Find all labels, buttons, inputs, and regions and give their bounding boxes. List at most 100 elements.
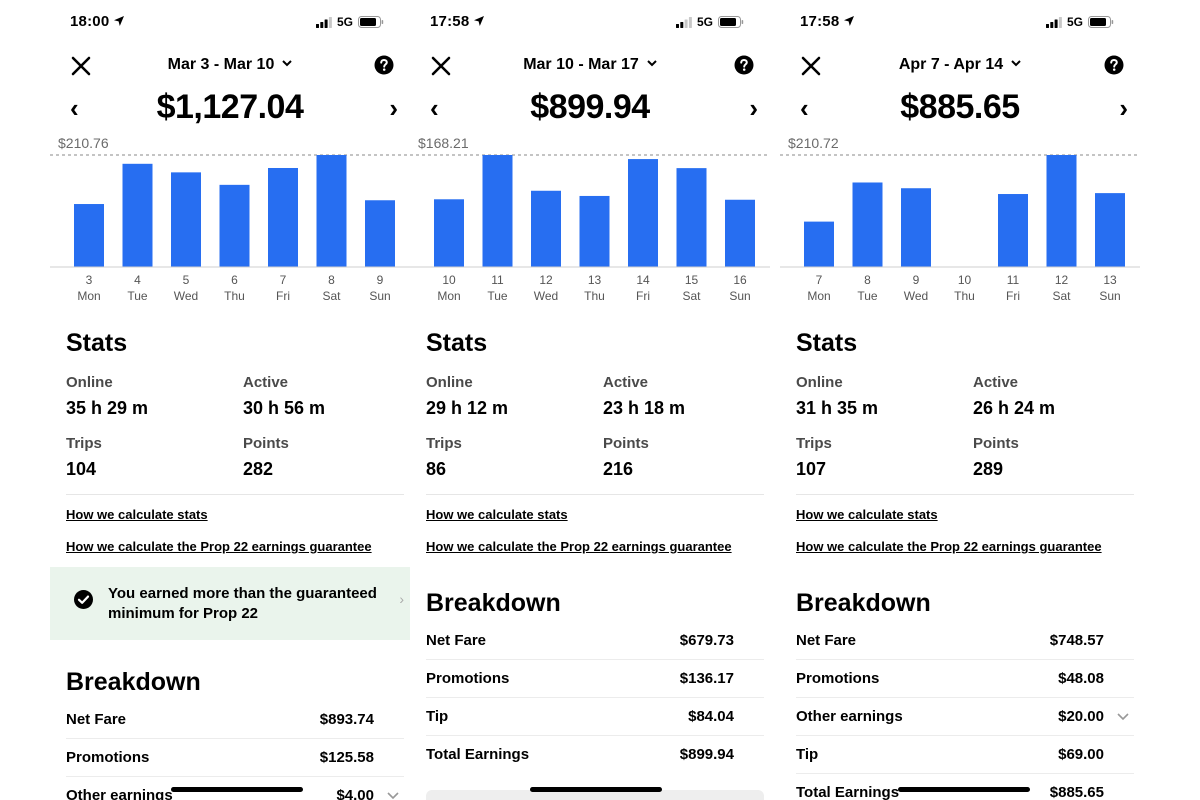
chart-bar	[268, 167, 298, 267]
how-we-calculate-stats-link[interactable]: How we calculate stats	[796, 507, 938, 522]
chart-bar	[531, 190, 561, 267]
stats-title: Stats	[426, 329, 488, 357]
x-tick-day: 12	[1055, 273, 1069, 287]
home-indicator[interactable]	[171, 787, 303, 792]
chevron-down-icon	[282, 60, 293, 67]
stat-label: Online	[66, 374, 113, 391]
earnings-screen-1: 18:00 5G Mar 3 - Mar 10 ‹ $1,127.04 › $2…	[50, 0, 410, 800]
breakdown-row: Net Fare $748.57	[796, 622, 1134, 660]
chart-bar	[998, 194, 1028, 267]
next-week-button[interactable]: ›	[389, 93, 398, 123]
x-tick-day: 14	[636, 273, 650, 287]
stat-value: 31 h 35 m	[796, 398, 879, 418]
stat-value: 29 h 12 m	[426, 398, 509, 418]
x-tick-weekday: Fri	[636, 289, 650, 303]
x-tick-weekday: Thu	[224, 289, 245, 303]
bottom-button-edge[interactable]	[426, 790, 764, 800]
x-tick-weekday: Sun	[729, 289, 750, 303]
chart-bar	[1046, 155, 1077, 267]
breakdown-row-expandable[interactable]: Other earnings $20.00	[796, 698, 1134, 736]
chart-bar	[804, 221, 834, 267]
chart-bar	[365, 200, 395, 267]
chart-bar	[579, 195, 610, 267]
x-tick-weekday: Thu	[584, 289, 605, 303]
prop22-guarantee-link[interactable]: How we calculate the Prop 22 earnings gu…	[426, 539, 732, 554]
help-icon[interactable]	[734, 55, 754, 75]
breakdown-label: Other earnings	[66, 787, 173, 800]
stat-active: Active 26 h 24 m	[973, 374, 1133, 419]
chevron-right-icon: ›	[399, 591, 404, 607]
help-icon[interactable]	[374, 55, 394, 75]
date-range-selector[interactable]: Apr 7 - Apr 14	[780, 56, 1140, 74]
x-tick-weekday: Sat	[1052, 289, 1071, 303]
how-we-calculate-stats-link[interactable]: How we calculate stats	[66, 507, 208, 522]
chart-max-label: $168.21	[418, 135, 469, 151]
breakdown-row: Net Fare $679.73	[426, 622, 764, 660]
status-bar-time: 18:00	[70, 13, 125, 30]
location-arrow-icon	[844, 16, 855, 26]
stat-label: Points	[603, 435, 649, 452]
stat-points: Points 282	[243, 435, 403, 480]
date-range-selector[interactable]: Mar 10 - Mar 17	[410, 56, 770, 74]
network-type: 5G	[336, 15, 353, 29]
prop22-banner[interactable]: You earned more than the guaranteed mini…	[50, 567, 410, 640]
home-indicator[interactable]	[530, 787, 662, 792]
date-range-selector[interactable]: Mar 3 - Mar 10	[50, 56, 410, 74]
breakdown-label: Tip	[796, 746, 819, 763]
next-week-button[interactable]: ›	[749, 93, 758, 123]
breakdown-label: Other earnings	[796, 708, 903, 725]
breakdown-label: Promotions	[796, 670, 880, 687]
close-icon[interactable]	[70, 55, 92, 77]
divider	[66, 494, 404, 495]
prop22-guarantee-link[interactable]: How we calculate the Prop 22 earnings gu…	[796, 539, 1102, 554]
stat-value: 23 h 18 m	[603, 398, 686, 418]
chart-max-label: $210.76	[58, 135, 109, 151]
location-arrow-icon	[474, 16, 485, 26]
signal-icon	[675, 16, 692, 28]
previous-week-button[interactable]: ‹	[430, 93, 439, 123]
stat-value: 30 h 56 m	[243, 398, 326, 418]
breakdown-value: $125.58	[319, 749, 374, 766]
signal-icon	[315, 16, 332, 28]
next-week-button[interactable]: ›	[1119, 93, 1128, 123]
breakdown-value: $885.65	[1049, 784, 1104, 800]
location-arrow-icon	[114, 16, 125, 26]
x-tick-weekday: Wed	[174, 289, 198, 303]
previous-week-button[interactable]: ‹	[800, 93, 809, 123]
breakdown-row-expandable[interactable]: Other earnings $4.00	[66, 777, 404, 800]
x-tick-weekday: Wed	[904, 289, 928, 303]
checkmark-circle-icon	[74, 590, 93, 609]
close-icon[interactable]	[430, 55, 452, 77]
chart-bar	[219, 184, 250, 267]
chevron-down-icon	[387, 791, 399, 799]
network-type: 5G	[1066, 15, 1083, 29]
stat-value: 107	[796, 459, 827, 479]
home-indicator[interactable]	[898, 787, 1030, 792]
x-tick-weekday: Fri	[1006, 289, 1020, 303]
battery-icon	[1088, 16, 1114, 28]
stat-trips: Trips 107	[796, 435, 973, 480]
x-tick-weekday: Sat	[682, 289, 701, 303]
breakdown-row: Promotions $48.08	[796, 660, 1134, 698]
breakdown-value: $48.08	[1058, 670, 1104, 687]
help-icon[interactable]	[1104, 55, 1124, 75]
chart-bar	[316, 155, 347, 267]
breakdown-row: Tip $84.04	[426, 698, 764, 736]
divider	[426, 494, 764, 495]
stat-value: 289	[973, 459, 1004, 479]
x-tick-weekday: Tue	[127, 289, 148, 303]
earnings-bar-chart: $210.76 3 Mon 4 Tue 5 Wed 6 Thu 7 Fri 8 Sat 9 Sun	[50, 135, 410, 303]
stat-active: Active 23 h 18 m	[603, 374, 763, 419]
x-tick-day: 11	[491, 273, 504, 287]
stats-grid: Online 31 h 35 m Active 26 h 24 m Trips 107…	[796, 374, 1134, 480]
x-tick-weekday: Thu	[954, 289, 975, 303]
prop22-guarantee-link[interactable]: How we calculate the Prop 22 earnings gu…	[66, 539, 372, 554]
breakdown-value: $748.57	[1049, 632, 1104, 649]
previous-week-button[interactable]: ‹	[70, 93, 79, 123]
x-tick-weekday: Sun	[1099, 289, 1120, 303]
chart-bar	[1095, 193, 1125, 267]
close-icon[interactable]	[800, 55, 822, 77]
x-tick-day: 16	[733, 273, 747, 287]
x-tick-day: 6	[231, 273, 238, 287]
how-we-calculate-stats-link[interactable]: How we calculate stats	[426, 507, 568, 522]
